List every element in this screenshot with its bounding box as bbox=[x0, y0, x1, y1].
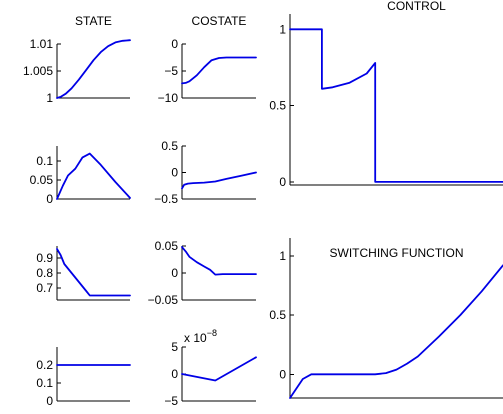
axis-multiplier: x 10−8 bbox=[184, 328, 217, 345]
multiplier-base: x 10 bbox=[184, 331, 207, 345]
y-tick-label: −5 bbox=[164, 64, 178, 78]
y-tick-label: 0 bbox=[171, 37, 178, 51]
y-tick-label: −0.05 bbox=[148, 293, 179, 307]
y-tick-label: 0 bbox=[279, 175, 286, 189]
panel-title: SWITCHING FUNCTION bbox=[330, 246, 464, 260]
series-line bbox=[56, 152, 131, 200]
series-line bbox=[181, 356, 257, 382]
panel-costate_1: −10 −5 0 COSTATE bbox=[158, 14, 257, 105]
series-line bbox=[56, 39, 131, 99]
y-tick-label: 5 bbox=[171, 340, 178, 354]
panel-title: COSTATE bbox=[192, 14, 247, 28]
y-tick-label: 0 bbox=[279, 367, 286, 381]
y-tick-label: 0.1 bbox=[36, 154, 53, 168]
panel-state_3: 0.70.80.9 bbox=[36, 246, 131, 301]
y-tick-label: 0.05 bbox=[30, 173, 54, 187]
y-tick-label: −0.5 bbox=[154, 192, 178, 206]
series-line bbox=[181, 246, 257, 276]
multiplier-exponent: −8 bbox=[207, 328, 217, 338]
panel-control: 0 0.5 1 CONTROL bbox=[269, 0, 503, 189]
panel-switching: 0 0.5 1 SWITCHING FUNCTION bbox=[269, 238, 503, 399]
y-tick-label: 0.5 bbox=[269, 99, 286, 113]
panel-costate_3: −0.05 0 0.05 bbox=[148, 239, 257, 307]
y-tick-label: 0 bbox=[46, 192, 53, 206]
y-tick-label: 0.5 bbox=[161, 139, 178, 153]
y-tick-label: 0 bbox=[171, 367, 178, 381]
panel-state_4: 0 0.1 0.2 bbox=[36, 347, 131, 408]
series-line bbox=[289, 264, 503, 399]
y-tick-label: 0.8 bbox=[36, 266, 53, 280]
y-tick-label: 1 bbox=[279, 22, 286, 36]
series-line bbox=[289, 28, 503, 183]
panel-costate_4: −5 0 5 x 10−8 bbox=[164, 328, 257, 408]
y-tick-label: 0 bbox=[171, 166, 178, 180]
y-tick-label: −5 bbox=[164, 394, 178, 408]
y-tick-label: 0.5 bbox=[269, 308, 286, 322]
y-tick-label: 1 bbox=[279, 249, 286, 263]
y-tick-label: 0.9 bbox=[36, 251, 53, 265]
panel-title: STATE bbox=[75, 14, 112, 28]
y-tick-label: 1.005 bbox=[23, 64, 53, 78]
panel-state_1: 1 1.005 1.01 STATE bbox=[23, 14, 131, 105]
y-tick-label: 0.1 bbox=[36, 376, 53, 390]
series-line bbox=[56, 248, 131, 297]
y-tick-label: 0.7 bbox=[36, 281, 53, 295]
y-tick-label: 1 bbox=[46, 91, 53, 105]
series-line bbox=[181, 171, 257, 190]
panel-state_2: 0 0.05 0.1 bbox=[30, 146, 131, 206]
y-tick-label: 1.01 bbox=[30, 37, 54, 51]
series-line bbox=[181, 56, 257, 85]
y-tick-label: 0 bbox=[171, 266, 178, 280]
panel-title: CONTROL bbox=[387, 0, 446, 13]
y-tick-label: 0 bbox=[46, 394, 53, 408]
panel-costate_2: −0.5 0 0.5 bbox=[154, 139, 257, 206]
y-tick-label: −10 bbox=[158, 91, 179, 105]
y-tick-label: 0.2 bbox=[36, 358, 53, 372]
y-tick-label: 0.05 bbox=[155, 239, 179, 253]
